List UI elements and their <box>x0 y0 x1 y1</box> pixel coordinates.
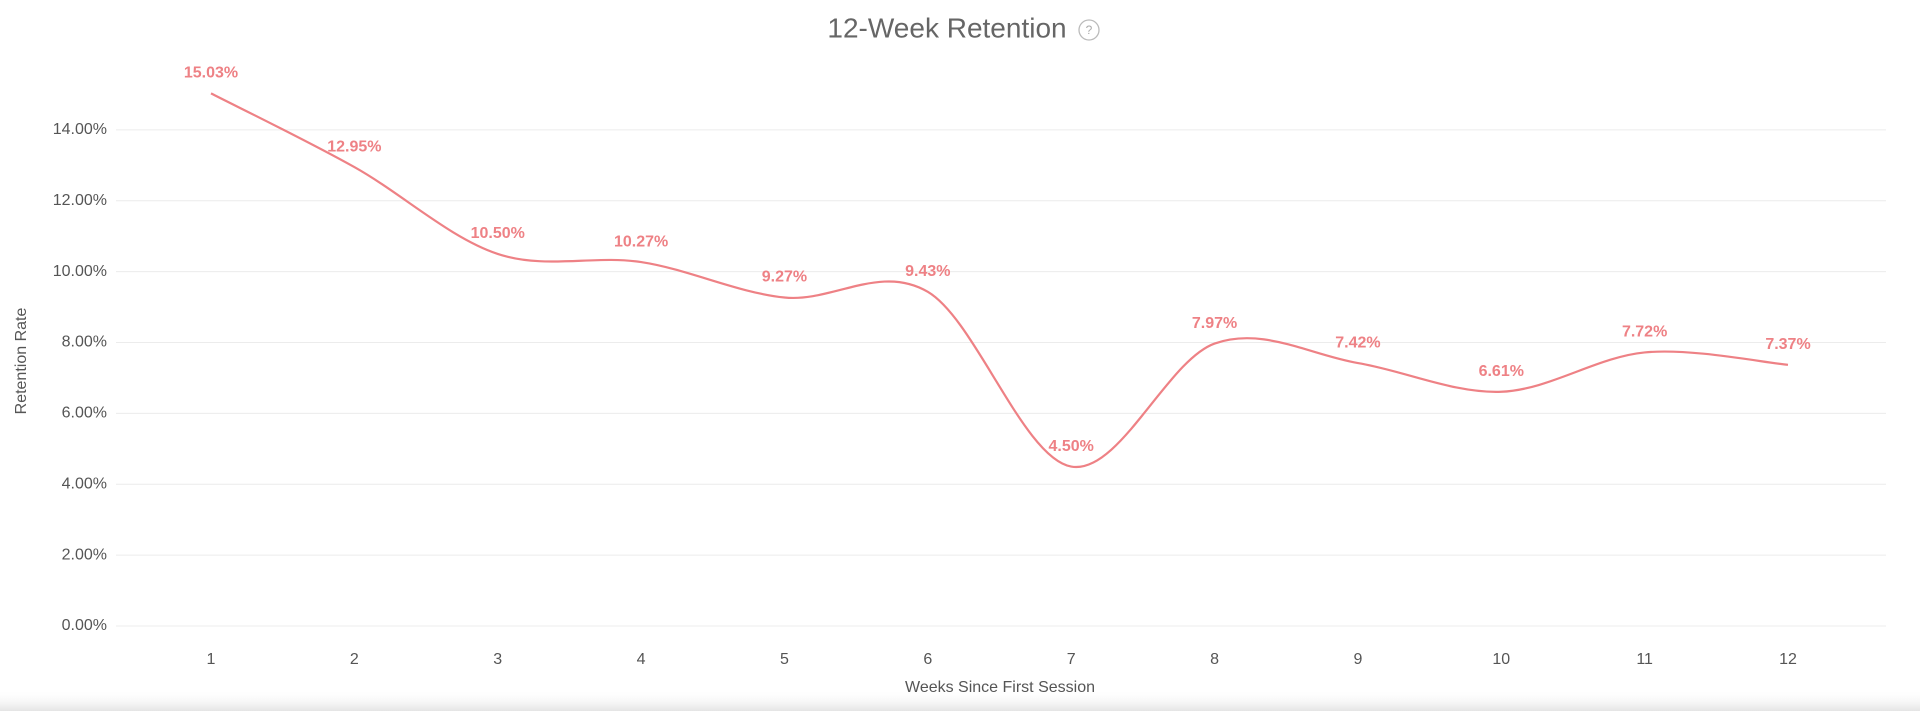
line <box>210 92 1789 468</box>
data-label: 7.72% <box>1622 324 1667 341</box>
y-tick-label: 4.00% <box>62 475 107 492</box>
data-label: 12.95% <box>327 138 381 155</box>
data-label: 7.37% <box>1765 336 1810 353</box>
help-icon[interactable] <box>1078 19 1100 41</box>
bottom-shadow <box>0 690 1920 711</box>
x-tick-label: 5 <box>780 651 789 668</box>
y-tick-label: 10.00% <box>53 263 107 280</box>
y-tick-label: 12.00% <box>53 192 107 209</box>
x-tick-label: 2 <box>350 651 359 668</box>
data-label: 6.61% <box>1479 363 1524 380</box>
x-tick-label: 8 <box>1210 651 1219 668</box>
x-tick-label: 4 <box>637 651 646 668</box>
data-label: 4.50% <box>1048 438 1093 455</box>
x-tick-label: 11 <box>1636 651 1653 668</box>
data-label: 7.97% <box>1192 315 1237 332</box>
data-label: 10.27% <box>614 233 668 250</box>
data-label: 7.42% <box>1335 334 1380 351</box>
data-label: 9.43% <box>905 263 950 280</box>
y-tick-label: 14.00% <box>53 121 107 138</box>
data-label: 10.50% <box>471 225 525 242</box>
y-axis-label: Retention Rate <box>13 308 30 415</box>
y-tick-label: 6.00% <box>62 405 107 422</box>
data-label: 9.27% <box>762 269 807 286</box>
y-tick-label: 8.00% <box>62 334 107 351</box>
x-tick-label: 3 <box>493 651 502 668</box>
x-tick-label: 9 <box>1353 651 1362 668</box>
x-tick-label: 7 <box>1067 651 1076 668</box>
x-tick-label: 10 <box>1492 651 1510 668</box>
x-tick-label: 12 <box>1779 651 1797 668</box>
help-icon-text[interactable]: ? <box>1086 23 1093 37</box>
x-tick-label: 6 <box>923 651 932 668</box>
x-axis-label: Weeks Since First Session <box>905 679 1095 696</box>
y-tick-label: 2.00% <box>62 546 107 563</box>
y-tick-label: 0.00% <box>62 617 107 634</box>
x-tick-label: 1 <box>207 651 216 668</box>
data-label: 15.03% <box>184 65 238 82</box>
chart-title: 12-Week Retention <box>827 12 1066 43</box>
